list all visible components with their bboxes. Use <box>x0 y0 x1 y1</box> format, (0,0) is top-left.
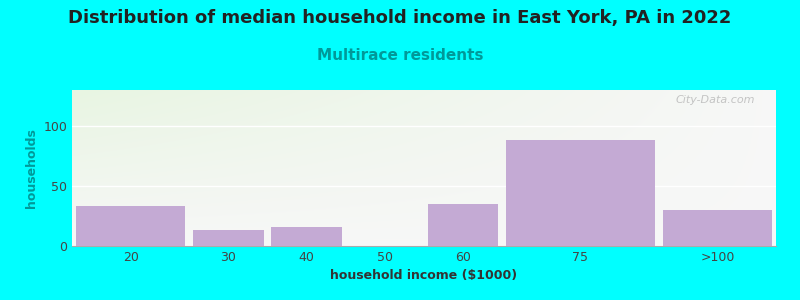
Bar <box>271 227 342 246</box>
Text: Multirace residents: Multirace residents <box>317 48 483 63</box>
Y-axis label: households: households <box>25 128 38 208</box>
Bar <box>662 210 772 246</box>
Bar <box>506 140 654 246</box>
Bar <box>194 230 264 246</box>
Text: Distribution of median household income in East York, PA in 2022: Distribution of median household income … <box>68 9 732 27</box>
X-axis label: household income ($1000): household income ($1000) <box>330 269 518 282</box>
Text: City-Data.com: City-Data.com <box>675 95 755 105</box>
Bar <box>428 204 498 246</box>
Bar <box>76 206 186 246</box>
